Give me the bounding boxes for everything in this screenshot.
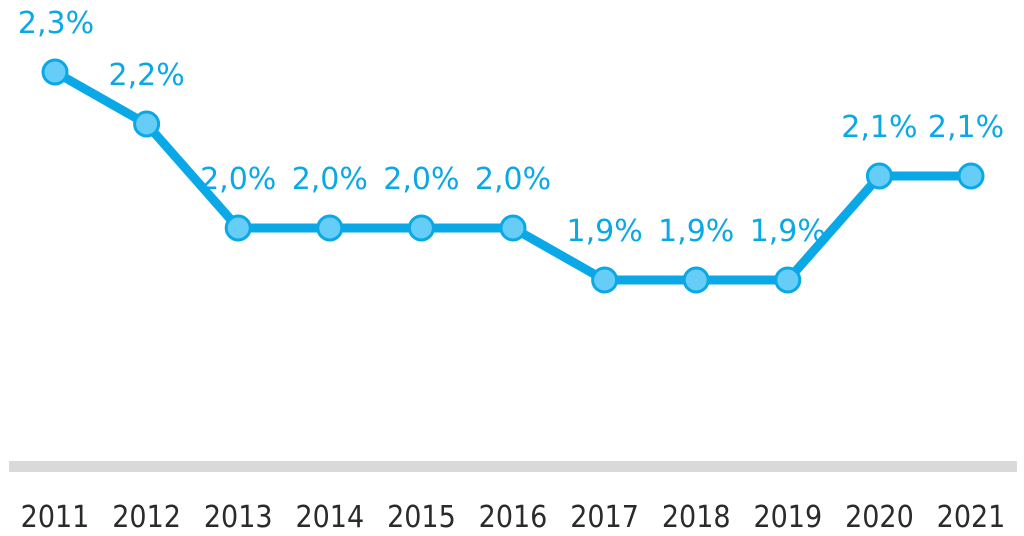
markers: [41, 58, 985, 294]
data-label-2013: 2,0%: [200, 162, 276, 197]
data-label-2018: 1,9%: [658, 214, 734, 249]
x-tick-2019: 2019: [753, 500, 822, 535]
data-label-2019: 1,9%: [750, 214, 826, 249]
data-label-2015: 2,0%: [383, 162, 459, 197]
data-point-2013: [224, 214, 252, 242]
x-tick-2016: 2016: [479, 500, 548, 535]
data-label-2011: 2,3%: [18, 6, 94, 41]
data-label-2021: 2,1%: [928, 110, 1004, 145]
x-tick-2018: 2018: [662, 500, 731, 535]
x-axis-bar: [9, 461, 1017, 472]
data-label-2017: 1,9%: [566, 214, 642, 249]
data-point-2014: [316, 214, 344, 242]
data-point-2019: [774, 266, 802, 294]
data-labels: 2,3% 2,2% 2,0% 2,0% 2,0% 2,0% 1,9% 1,9% 1,9% 2,1%…: [18, 6, 1004, 249]
data-point-2015: [407, 214, 435, 242]
data-point-2012: [133, 110, 161, 138]
x-tick-2013: 2013: [204, 500, 273, 535]
x-tick-2015: 2015: [387, 500, 456, 535]
x-tick-labels: 2011 2012 2013 2014 2015 2016 2017 2018 2019 2020…: [21, 500, 1006, 535]
data-label-2016: 2,0%: [475, 162, 551, 197]
data-point-2011: [41, 58, 69, 86]
data-label-2012: 2,2%: [108, 58, 184, 93]
data-point-2020: [865, 162, 893, 190]
x-tick-2017: 2017: [570, 500, 639, 535]
x-tick-2012: 2012: [112, 500, 181, 535]
data-point-2016: [499, 214, 527, 242]
data-label-2020: 2,1%: [841, 110, 917, 145]
data-point-2017: [591, 266, 619, 294]
x-tick-2021: 2021: [937, 500, 1006, 535]
x-tick-2011: 2011: [21, 500, 90, 535]
data-point-2018: [682, 266, 710, 294]
x-tick-2014: 2014: [295, 500, 364, 535]
x-tick-2020: 2020: [845, 500, 914, 535]
data-label-2014: 2,0%: [292, 162, 368, 197]
data-point-2021: [957, 162, 985, 190]
